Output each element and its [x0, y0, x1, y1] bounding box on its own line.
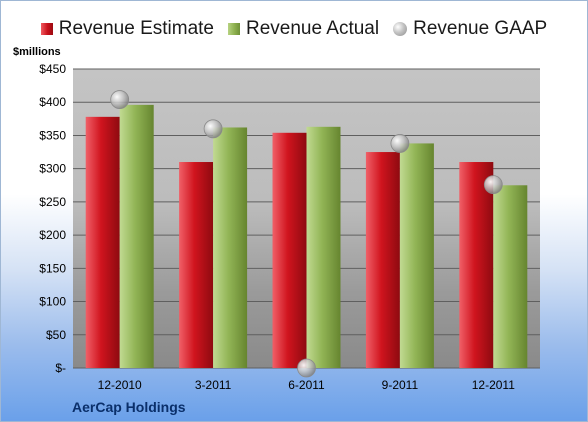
- legend-item-estimate: Revenue Estimate: [40, 18, 214, 40]
- gaap-markers: [110, 90, 503, 378]
- bars: [85, 104, 528, 369]
- marker-revenue-gaap: [203, 119, 223, 139]
- x-tick-label: 12-2010: [98, 378, 142, 392]
- y-tick-label: $100: [39, 295, 66, 309]
- bar-revenue-actual: [119, 104, 154, 368]
- y-axis-tick-labels: $- $50 $100 $150 $200 $250 $300 $350 $400 $450: [39, 62, 66, 375]
- marker-revenue-gaap: [390, 134, 410, 153]
- bar-revenue-actual: [493, 185, 528, 368]
- y-tick-label: $-: [55, 361, 66, 375]
- x-tick-label: 6-2011: [288, 378, 325, 392]
- bar-revenue-estimate: [459, 162, 494, 368]
- legend-item-gaap: Revenue GAAP: [393, 18, 547, 40]
- bar-revenue-estimate: [179, 162, 214, 368]
- legend-label-actual: Revenue Actual: [246, 18, 380, 39]
- marker-revenue-gaap: [110, 90, 130, 109]
- x-tick-label: 3-2011: [195, 378, 232, 392]
- y-tick-label: $450: [39, 62, 66, 76]
- bar-revenue-estimate: [85, 116, 120, 368]
- legend: Revenue Estimate Revenue Actual Revenue …: [1, 16, 587, 42]
- y-tick-label: $350: [39, 128, 66, 142]
- x-tick-label: 12-2011: [472, 378, 515, 392]
- y-tick-label: $200: [39, 228, 66, 242]
- y-tick-label: $250: [39, 195, 66, 209]
- bar-revenue-actual: [306, 126, 341, 368]
- legend-swatch-actual: [228, 23, 240, 35]
- x-axis-tick-labels: 12-2010 3-2011 6-2011 9-2011 12-2011: [98, 378, 516, 392]
- x-tick-label: 9-2011: [382, 378, 419, 392]
- legend-item-actual: Revenue Actual: [228, 18, 379, 40]
- y-axis-unit-label: $millions: [13, 46, 61, 58]
- legend-swatch-estimate: [40, 23, 53, 35]
- bar-revenue-actual: [399, 143, 434, 368]
- marker-revenue-gaap: [297, 358, 316, 378]
- bar-revenue-estimate: [272, 132, 307, 368]
- marker-revenue-gaap: [483, 175, 503, 195]
- legend-label-estimate: Revenue Estimate: [58, 18, 214, 39]
- legend-swatch-gaap: [393, 22, 408, 36]
- y-tick-label: $50: [46, 328, 66, 342]
- bar-revenue-estimate: [365, 152, 400, 368]
- y-tick-label: $150: [39, 261, 66, 275]
- y-tick-label: $400: [39, 95, 66, 109]
- legend-label-gaap: Revenue GAAP: [413, 18, 548, 39]
- company-name: AerCap Holdings: [72, 399, 186, 415]
- y-tick-label: $300: [39, 162, 66, 176]
- bar-revenue-actual: [213, 127, 248, 369]
